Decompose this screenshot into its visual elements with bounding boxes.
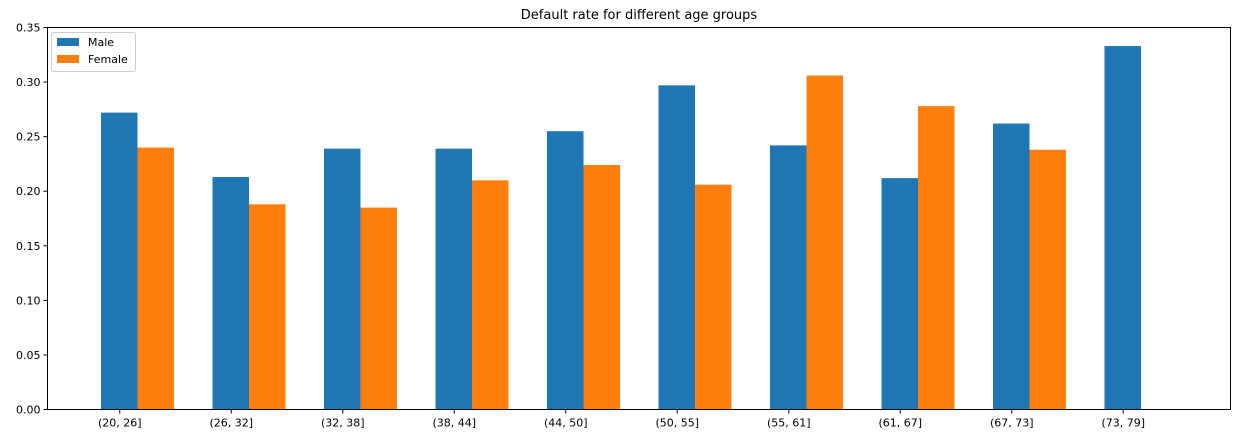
bar-male-2 (324, 148, 361, 410)
y-tick-label: 0.05 (16, 349, 41, 362)
x-tick-label: (50, 55] (655, 417, 699, 430)
x-axis: (20, 26] (26, 32] (32, 38] (38, 44] (44, 50]… (98, 409, 1145, 430)
legend-label-female: Female (88, 53, 128, 66)
x-tick-label: (44, 50] (544, 417, 588, 430)
bar-male-8 (993, 123, 1030, 410)
legend-swatch-female (57, 55, 79, 63)
y-tick-label: 0.10 (16, 294, 41, 307)
y-tick-label: 0.25 (16, 131, 41, 144)
x-tick-label: (20, 26] (98, 417, 142, 430)
y-tick-label: 0.15 (16, 240, 41, 253)
y-tick-label: 0.30 (16, 76, 41, 89)
chart-title: Default rate for different age groups (521, 8, 758, 23)
bar-female-2 (360, 207, 397, 410)
bar-male-4 (547, 131, 584, 410)
bar-female-8 (1029, 149, 1066, 410)
bar-female-5 (695, 184, 732, 410)
y-tick-label: 0.20 (16, 185, 41, 198)
bar-male-6 (770, 145, 807, 410)
bar-female-3 (472, 180, 509, 410)
bars-group (101, 46, 1141, 410)
y-axis: 0.00 0.05 0.10 0.15 0.20 0.25 0.30 0.35 (16, 22, 48, 417)
x-tick-label: (32, 38] (321, 417, 365, 430)
x-tick-label: (73, 79] (1101, 417, 1145, 430)
bar-female-1 (249, 204, 286, 410)
x-tick-label: (67, 73] (990, 417, 1034, 430)
y-tick-label: 0.35 (16, 22, 41, 35)
x-tick-label: (55, 61] (767, 417, 811, 430)
bar-male-0 (101, 112, 138, 410)
legend-swatch-male (57, 38, 79, 46)
bar-female-6 (806, 75, 843, 410)
legend: Male Female (51, 32, 136, 72)
bar-female-4 (583, 165, 620, 410)
bar-female-0 (137, 147, 174, 410)
bar-male-1 (212, 177, 249, 410)
y-tick-label: 0.00 (16, 404, 41, 417)
bar-male-5 (658, 85, 695, 410)
x-tick-label: (26, 32] (209, 417, 253, 430)
legend-label-male: Male (88, 36, 114, 49)
bar-male-3 (435, 148, 472, 410)
bar-male-7 (881, 178, 918, 410)
bar-male-9 (1104, 46, 1141, 410)
x-tick-label: (38, 44] (432, 417, 476, 430)
x-tick-label: (61, 67] (878, 417, 922, 430)
bar-female-7 (918, 106, 955, 410)
plot-frame (47, 27, 1231, 410)
